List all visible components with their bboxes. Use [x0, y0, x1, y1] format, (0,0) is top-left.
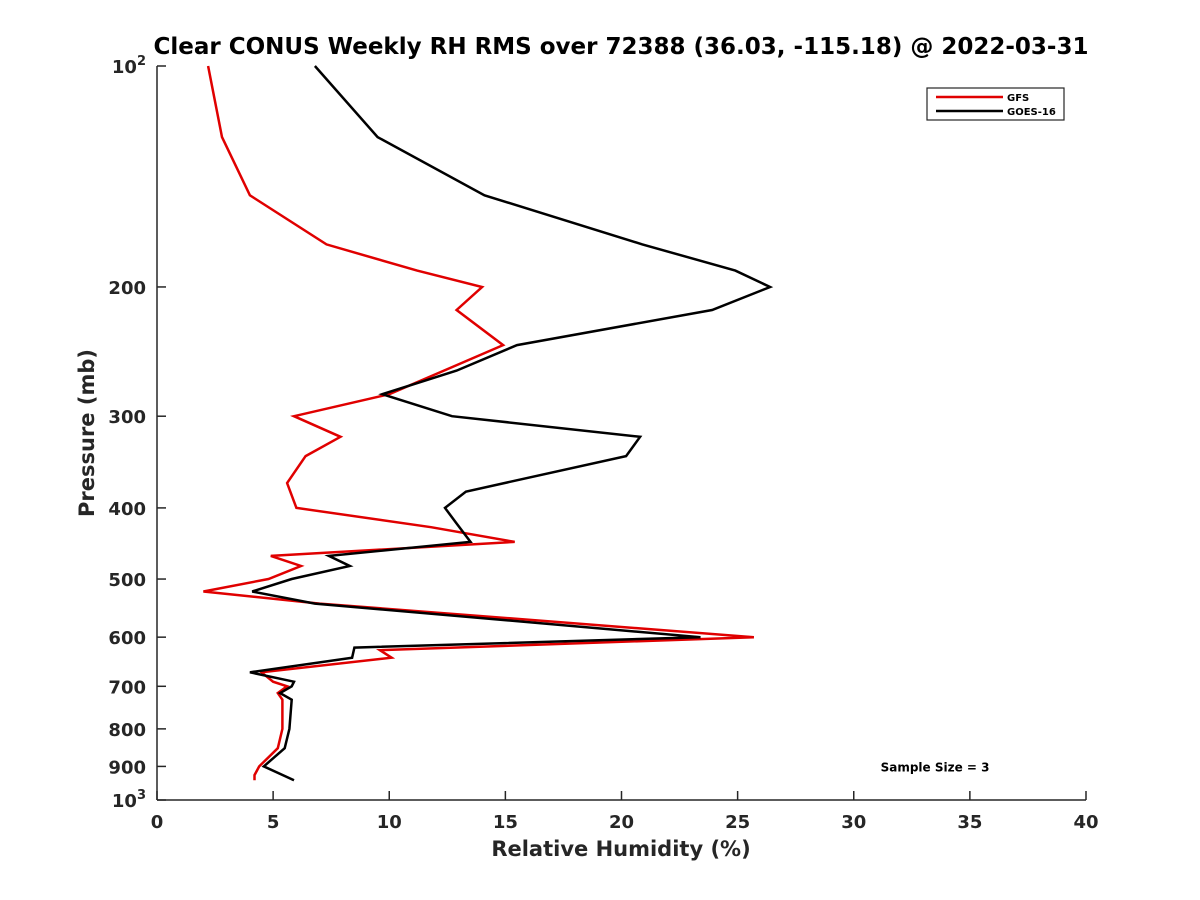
y-tick-label: 900	[108, 757, 146, 778]
legend-box	[926, 87, 1065, 121]
legend[interactable]: GFS GOES-16	[926, 87, 1065, 121]
x-tick-label: 0	[151, 812, 164, 833]
legend-label: GFS	[1007, 93, 1029, 104]
y-tick-label: 300	[108, 407, 146, 428]
annotations: Sample Size = 3	[881, 760, 990, 774]
y-axis-label: Pressure (mb)	[75, 349, 99, 517]
y-axis-ticks: 200 300 400 500 600 700 800 900 102 103	[108, 54, 166, 812]
series-line-goes-16	[249, 65, 774, 782]
y-tick-label: 800	[108, 720, 146, 741]
y-tick-label: 500	[108, 570, 146, 591]
x-tick-label: 5	[267, 812, 280, 833]
y-tick-label: 400	[108, 499, 146, 520]
data-series	[203, 65, 774, 782]
x-tick-label: 15	[493, 812, 518, 833]
x-tick-label: 25	[725, 812, 750, 833]
x-tick-label: 10	[377, 812, 402, 833]
x-tick-label: 40	[1073, 812, 1098, 833]
y-tick-label: 600	[108, 628, 146, 649]
x-axis-ticks: 0 5 10 15 20 25 30 35 40	[151, 791, 1099, 833]
y-tick-label: 700	[108, 677, 146, 698]
y-tick-label: 200	[108, 278, 146, 299]
series-line-gfs	[203, 65, 754, 781]
y-decade-tick-label: 102	[112, 54, 146, 78]
legend-label: GOES-16	[1007, 107, 1056, 118]
y-decade-tick-label: 103	[112, 788, 146, 812]
x-tick-label: 20	[609, 812, 634, 833]
x-tick-label: 35	[957, 812, 982, 833]
sample-size-annotation: Sample Size = 3	[881, 760, 990, 774]
chart-title: Clear CONUS Weekly RH RMS over 72388 (36…	[154, 34, 1089, 60]
x-axis-label: Relative Humidity (%)	[491, 837, 750, 861]
x-tick-label: 30	[841, 812, 866, 833]
